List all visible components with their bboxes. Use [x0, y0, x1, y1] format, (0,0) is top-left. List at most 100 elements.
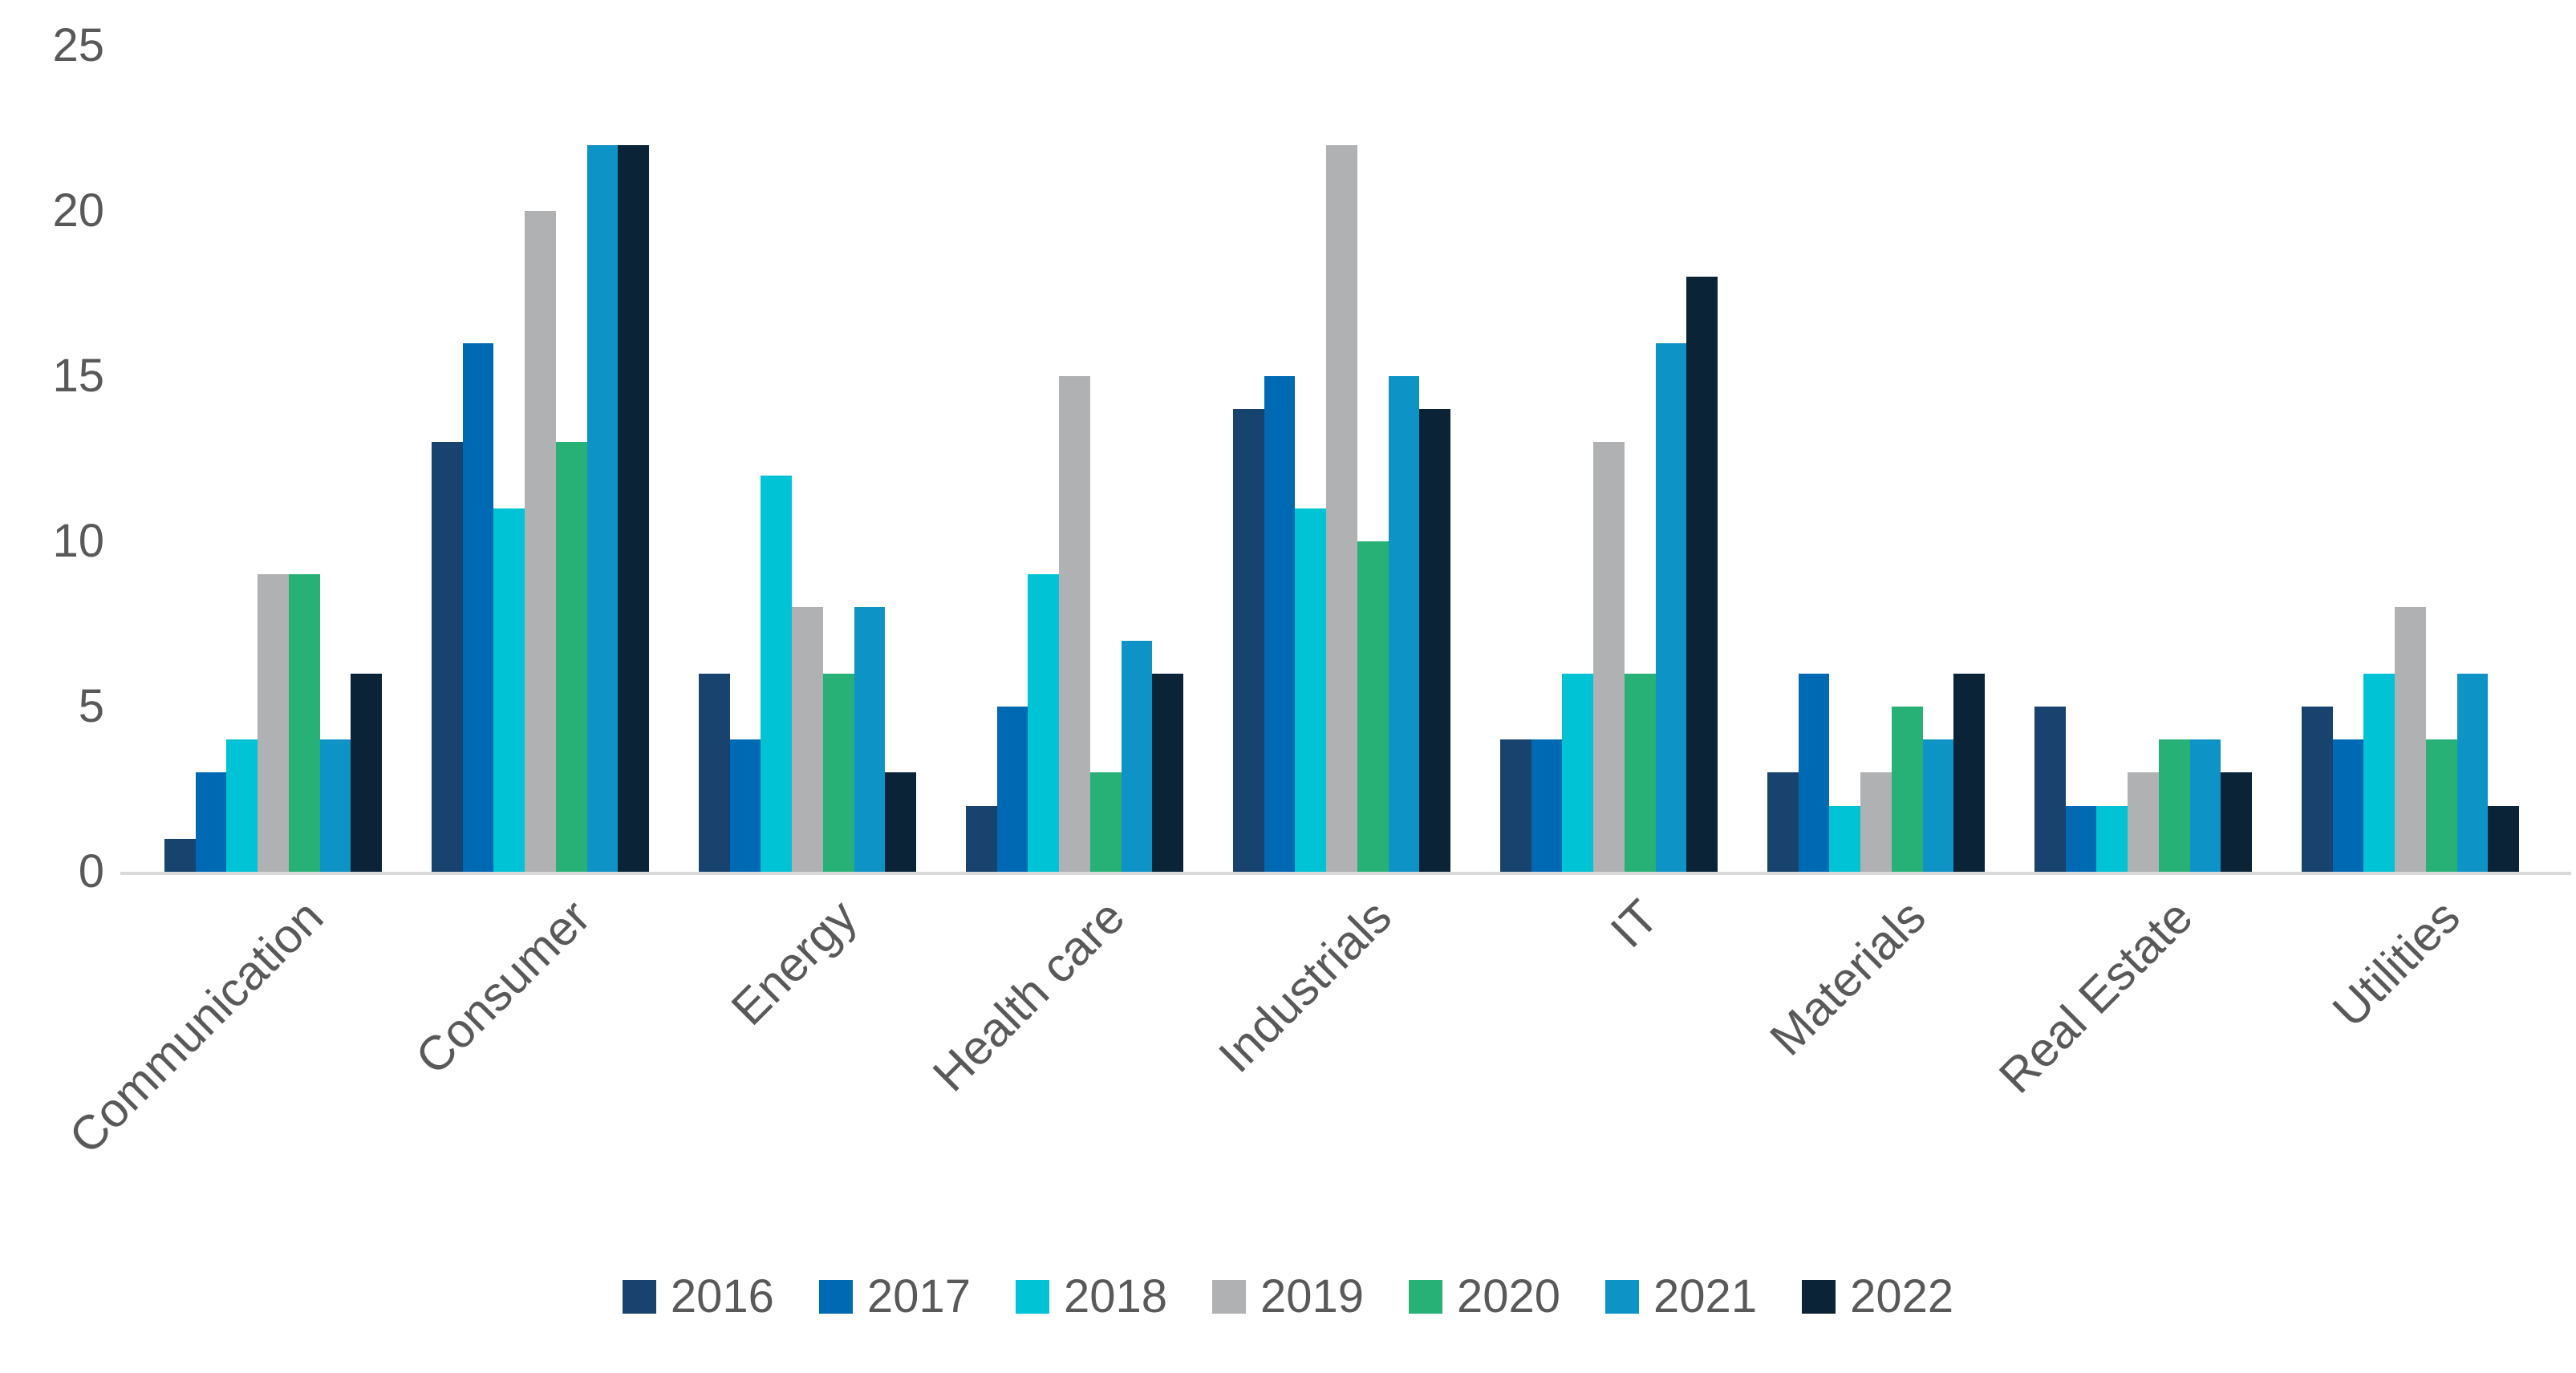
bar-2022-health-care — [1152, 674, 1184, 872]
bar-group-health-care — [966, 46, 1184, 872]
bar-2018-consumer — [493, 508, 525, 872]
bar-2022-consumer — [618, 145, 650, 872]
legend-swatch-2018 — [1015, 1280, 1049, 1314]
bar-2021-consumer — [586, 145, 619, 872]
bar-2021-energy — [854, 607, 886, 872]
bar-2021-utilities — [2456, 674, 2489, 872]
bar-2017-industrials — [1264, 376, 1296, 872]
legend-swatch-2020 — [1409, 1280, 1443, 1314]
y-tick-label-15: 15 — [52, 350, 104, 402]
bar-2021-industrials — [1388, 376, 1420, 872]
legend-swatch-2022 — [1802, 1280, 1836, 1314]
bar-2022-energy — [885, 772, 917, 872]
x-label-industrials: Industrials — [1208, 889, 1402, 1083]
bar-group-real-estate — [2034, 46, 2253, 872]
bar-group-industrials — [1233, 46, 1451, 872]
bar-2020-health-care — [1089, 772, 1122, 872]
x-label-real-estate: Real Estate — [1989, 889, 2204, 1104]
bar-2016-health-care — [966, 806, 997, 872]
bar-2016-energy — [699, 674, 730, 872]
bar-group-materials — [1767, 46, 1986, 872]
bar-2017-energy — [729, 739, 761, 872]
bar-2021-materials — [1922, 739, 1954, 872]
bar-2022-industrials — [1419, 409, 1451, 872]
bar-2020-energy — [822, 674, 854, 872]
x-label-it: IT — [1600, 889, 1669, 958]
bar-2018-materials — [1829, 806, 1861, 872]
bar-2022-real-estate — [2221, 772, 2253, 872]
x-label-energy: Energy — [721, 889, 868, 1035]
y-tick-label-5: 5 — [78, 680, 104, 732]
bar-2021-communication — [319, 739, 351, 872]
bar-2017-communication — [195, 772, 227, 872]
bar-2019-real-estate — [2128, 772, 2159, 872]
bar-2016-it — [1500, 739, 1531, 872]
legend-swatch-2021 — [1605, 1280, 1640, 1314]
bar-2016-real-estate — [2034, 707, 2066, 872]
bar-2017-utilities — [2332, 739, 2364, 872]
bar-2016-communication — [164, 839, 196, 872]
legend-item-2017: 2017 — [818, 1270, 971, 1322]
legend-item-2020: 2020 — [1409, 1274, 1560, 1320]
bar-2021-health-care — [1121, 641, 1153, 872]
bar-2020-consumer — [555, 442, 587, 872]
legend-swatch-2017 — [818, 1280, 853, 1314]
bar-2016-utilities — [2302, 707, 2333, 872]
bar-2022-materials — [1953, 674, 1986, 872]
bar-2017-real-estate — [2065, 806, 2097, 872]
x-label-utilities: Utilities — [2322, 889, 2471, 1038]
legend-label-2016: 2016 — [670, 1270, 774, 1322]
legend-swatch-2016 — [622, 1280, 656, 1314]
bar-2019-consumer — [525, 211, 556, 872]
bar-group-consumer — [432, 46, 650, 872]
legend-item-2022: 2022 — [1802, 1274, 1953, 1320]
bar-2020-communication — [288, 574, 320, 872]
bar-2018-health-care — [1028, 574, 1060, 872]
bar-2018-real-estate — [2096, 806, 2128, 872]
bar-2022-utilities — [2488, 806, 2520, 872]
bar-2019-health-care — [1059, 376, 1090, 872]
bar-2019-energy — [792, 607, 823, 872]
legend-label-2019: 2019 — [1260, 1270, 1365, 1322]
legend-label-2017: 2017 — [866, 1270, 971, 1322]
bar-2020-it — [1624, 674, 1656, 872]
bar-2016-materials — [1767, 772, 1799, 872]
bar-2018-industrials — [1295, 508, 1327, 872]
bar-2022-communication — [351, 674, 383, 872]
bar-2018-it — [1562, 674, 1594, 872]
bar-group-utilities — [2302, 46, 2520, 872]
bar-2020-materials — [1891, 707, 1923, 872]
y-tick-label-20: 20 — [52, 184, 104, 237]
bar-2017-materials — [1798, 674, 1830, 872]
legend-item-2021: 2021 — [1605, 1274, 1757, 1320]
bar-2022-it — [1686, 277, 1718, 872]
bar-2019-utilities — [2395, 607, 2426, 872]
y-tick-label-10: 10 — [52, 515, 104, 567]
legend-label-2018: 2018 — [1063, 1270, 1167, 1322]
legend: 2016 2017 2018 2019 2020 2021 2022 — [0, 1274, 2576, 1320]
bar-2016-industrials — [1233, 409, 1264, 872]
x-label-materials: Materials — [1759, 889, 1937, 1066]
bar-2021-it — [1655, 343, 1687, 872]
bar-group-energy — [699, 46, 917, 872]
legend-label-2020: 2020 — [1457, 1270, 1561, 1322]
bar-2018-communication — [226, 739, 258, 872]
legend-label-2021: 2021 — [1653, 1270, 1758, 1322]
bar-2021-real-estate — [2189, 739, 2221, 872]
x-axis-line — [120, 872, 2571, 875]
bar-group-it — [1500, 46, 1718, 872]
x-label-consumer: Consumer — [404, 889, 601, 1085]
legend-label-2022: 2022 — [1850, 1270, 1954, 1322]
bar-2020-real-estate — [2158, 739, 2190, 872]
x-label-health-care: Health care — [922, 889, 1135, 1102]
bar-2017-consumer — [462, 343, 494, 872]
x-label-communication: Communication — [58, 889, 334, 1164]
bar-2019-industrials — [1326, 145, 1357, 872]
plot-area — [128, 46, 2555, 872]
y-tick-label-0: 0 — [78, 845, 104, 897]
bar-2019-materials — [1860, 772, 1892, 872]
bar-2017-it — [1531, 739, 1563, 872]
legend-swatch-2019 — [1211, 1280, 1246, 1314]
bar-2020-industrials — [1357, 541, 1389, 872]
